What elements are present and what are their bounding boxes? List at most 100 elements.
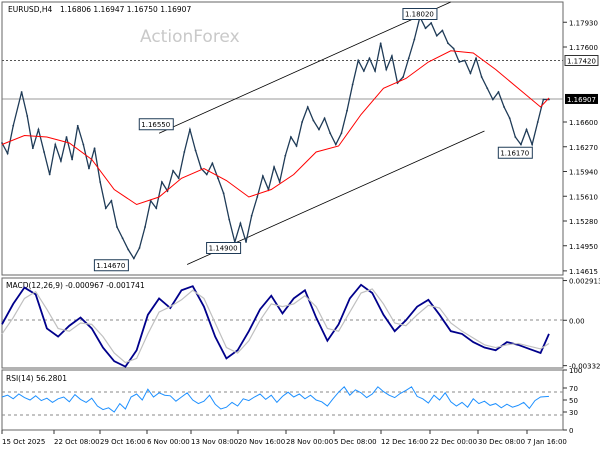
price-point-5 [31, 147, 34, 150]
price-point-6 [37, 128, 40, 131]
annotation-label-3: 1.18020 [405, 11, 434, 19]
rsi-series [1, 386, 550, 413]
rsi-tick-label-0: 100 [569, 367, 582, 375]
last-price-box [565, 93, 598, 104]
price-point-44 [250, 214, 253, 217]
price-grid [2, 60, 563, 100]
price-point-65 [368, 57, 371, 60]
x-tick-label-1: 22 Oct 08:00 [54, 438, 100, 446]
price-point-93 [525, 128, 528, 131]
price-point-51 [290, 136, 292, 138]
macd-title: MACD(12,26,9) -0.000967 -0.001741 [6, 281, 145, 290]
price-point-31 [177, 177, 180, 180]
price-point-63 [357, 59, 360, 62]
macd-tick-label-1: 0.00 [569, 317, 585, 325]
price-point-77 [435, 34, 438, 37]
price-point-94 [531, 143, 534, 146]
rsi-tick-label-1: 70 [569, 385, 578, 393]
x-tick-label-7: 5 Dec 08:00 [334, 438, 377, 446]
x-tick-label-8: 12 Dec 16:00 [381, 438, 428, 446]
macd-tick-label-2: -0.003327 [569, 363, 600, 371]
ma-line [1, 50, 550, 206]
price-point-89 [503, 106, 505, 108]
rsi-title: RSI(14) 56.2801 [6, 374, 67, 383]
price-point-60 [340, 132, 343, 135]
x-tick-label-2: 29 Oct 16:00 [100, 438, 146, 446]
price-point-8 [48, 173, 51, 176]
price-point-62 [351, 83, 354, 86]
price-point-42 [239, 222, 242, 225]
rsi-line [1, 386, 550, 413]
price-point-1 [6, 152, 9, 155]
macd-series [1, 283, 550, 368]
annotation-box-4 [497, 146, 533, 159]
price-point-67 [379, 42, 382, 45]
rsi-tick-label-3: 30 [569, 409, 578, 417]
x-tick-label-3: 6 Nov 00:00 [147, 438, 190, 446]
price-point-9 [54, 143, 57, 146]
x-tick-label-9: 22 Dec 00:00 [430, 438, 477, 446]
annotation-box-3 [402, 8, 438, 20]
annotation-box-1 [93, 259, 129, 272]
annotation-label-2: 1.14900 [209, 245, 238, 253]
price-point-56 [318, 128, 320, 131]
macd-tick-label-0: 0.002913 [569, 278, 600, 286]
price-point-19 [110, 199, 113, 202]
price-point-37 [211, 162, 214, 165]
price-point-22 [127, 248, 130, 251]
price-tick-label-3: 1.16270 [569, 144, 598, 152]
price-point-28 [160, 181, 163, 183]
price-point-35 [200, 167, 203, 170]
price-tick-label-8: 1.14615 [569, 268, 598, 276]
price-point-54 [306, 106, 309, 108]
price-point-11 [65, 136, 68, 138]
annotation-label-4: 1.16170 [500, 149, 529, 157]
price-point-50 [284, 154, 287, 157]
price-point-95 [536, 121, 539, 123]
rsi-axis: 100 70 50 30 0 [563, 367, 582, 435]
price-point-46 [261, 175, 264, 177]
price-tick-label-7: 1.14950 [569, 243, 598, 251]
macd-axis: 0.002913 0.00 -0.003327 [563, 278, 600, 371]
price-point-21 [121, 237, 124, 240]
price-point-76 [430, 22, 433, 24]
x-tick-label-10: 30 Dec 08:00 [478, 438, 525, 446]
price-point-61 [346, 109, 348, 112]
price-point-15 [88, 167, 90, 170]
price-point-85 [480, 76, 483, 78]
price-point-84 [475, 57, 477, 60]
price-point-45 [256, 196, 259, 198]
price-point-2 [12, 124, 15, 127]
price-point-58 [329, 132, 332, 135]
price-point-36 [205, 173, 208, 176]
price-point-71 [402, 76, 405, 78]
price-point-92 [520, 143, 522, 146]
price-point-91 [514, 136, 517, 138]
price-point-33 [189, 128, 191, 131]
x-tick-label-11: 7 Jan 16:00 [527, 438, 567, 446]
price-point-3 [20, 91, 23, 93]
price-point-87 [491, 98, 494, 101]
moving-average-series [1, 50, 550, 206]
price-point-73 [413, 38, 416, 41]
x-tick-label-6: 28 Nov 00:00 [286, 438, 333, 446]
price-tick-label-2: 1.16600 [569, 119, 598, 127]
last-price-label: 1.16907 [567, 96, 596, 104]
price-point-80 [452, 47, 455, 50]
price-point-13 [76, 124, 79, 127]
price-line [1, 15, 549, 260]
resistance-box [564, 55, 599, 66]
price-point-59 [334, 143, 337, 146]
price-point-66 [374, 70, 376, 72]
price-point-86 [486, 87, 489, 90]
price-point-96 [542, 98, 545, 101]
price-point-16 [93, 147, 96, 150]
price-point-81 [458, 61, 461, 63]
price-point-7 [43, 151, 45, 153]
x-tick-label-0: 15 Oct 2025 [2, 438, 45, 446]
price-point-55 [312, 119, 315, 122]
resistance-label: 1.17420 [567, 58, 596, 66]
price-point-78 [441, 29, 444, 32]
price-point-25 [144, 226, 146, 228]
